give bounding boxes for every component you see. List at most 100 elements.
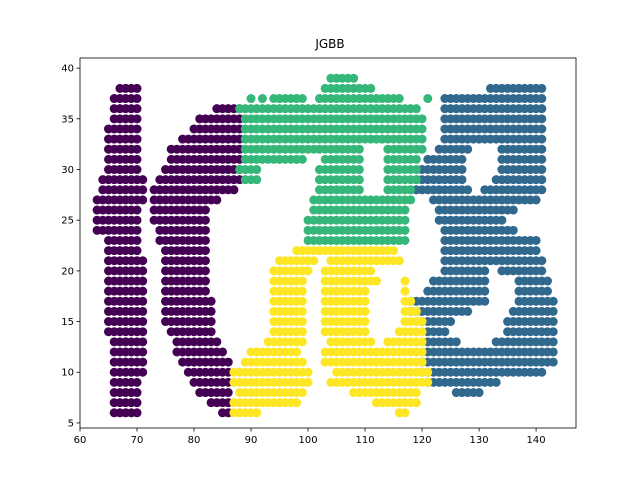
data-point bbox=[531, 195, 541, 205]
data-point bbox=[406, 195, 416, 205]
data-point bbox=[508, 205, 518, 215]
plot-area-frame bbox=[79, 57, 577, 429]
data-point bbox=[417, 317, 427, 327]
data-point bbox=[446, 317, 456, 327]
data-point bbox=[411, 165, 421, 175]
data-point bbox=[406, 296, 416, 306]
data-point bbox=[480, 276, 490, 286]
data-point bbox=[417, 114, 427, 124]
y-tick-label: 30 bbox=[61, 165, 74, 176]
data-point bbox=[537, 104, 547, 114]
data-point bbox=[451, 337, 461, 347]
data-point bbox=[417, 124, 427, 134]
data-point bbox=[200, 205, 210, 215]
data-point bbox=[354, 154, 364, 164]
data-point bbox=[360, 317, 370, 327]
x-tick-label: 80 bbox=[188, 435, 201, 446]
series-3 bbox=[229, 246, 433, 418]
data-point bbox=[132, 215, 142, 225]
data-point bbox=[206, 296, 216, 306]
data-point bbox=[400, 235, 410, 245]
data-point bbox=[537, 83, 547, 93]
data-point bbox=[548, 296, 558, 306]
data-point bbox=[252, 408, 262, 418]
data-point bbox=[417, 327, 427, 337]
data-point bbox=[132, 377, 142, 387]
x-tick-label: 90 bbox=[245, 435, 258, 446]
data-point bbox=[548, 357, 558, 367]
y-tick-label: 25 bbox=[61, 216, 74, 227]
data-point bbox=[297, 337, 307, 347]
data-point bbox=[138, 317, 148, 327]
data-point bbox=[480, 296, 490, 306]
data-point bbox=[138, 327, 148, 337]
data-point bbox=[417, 357, 427, 367]
data-point bbox=[200, 286, 210, 296]
data-point bbox=[132, 165, 142, 175]
data-point bbox=[218, 347, 228, 357]
data-point bbox=[463, 144, 473, 154]
data-point bbox=[297, 154, 307, 164]
data-point bbox=[400, 408, 410, 418]
data-point bbox=[366, 83, 376, 93]
data-point bbox=[423, 367, 433, 377]
y-tick-label: 15 bbox=[61, 317, 74, 328]
data-point bbox=[423, 94, 433, 104]
data-point bbox=[297, 94, 307, 104]
data-point bbox=[138, 306, 148, 316]
data-point bbox=[360, 296, 370, 306]
data-point bbox=[394, 94, 404, 104]
data-point bbox=[138, 296, 148, 306]
data-point bbox=[246, 94, 256, 104]
data-point bbox=[548, 337, 558, 347]
data-point bbox=[212, 337, 222, 347]
data-point bbox=[138, 286, 148, 296]
data-point bbox=[497, 215, 507, 225]
data-point bbox=[542, 276, 552, 286]
data-point bbox=[474, 388, 484, 398]
data-point bbox=[200, 276, 210, 286]
data-point bbox=[132, 205, 142, 215]
data-point bbox=[389, 246, 399, 256]
data-point bbox=[349, 73, 359, 83]
y-tick-label: 10 bbox=[61, 368, 74, 379]
data-point bbox=[200, 215, 210, 225]
data-point bbox=[491, 377, 501, 387]
data-point bbox=[200, 225, 210, 235]
series-1 bbox=[406, 83, 558, 398]
data-point bbox=[138, 367, 148, 377]
y-axis: 5 10 15 20 25 30 35 40 bbox=[61, 64, 80, 429]
data-point bbox=[548, 317, 558, 327]
data-point bbox=[417, 134, 427, 144]
data-point bbox=[132, 83, 142, 93]
x-tick-label: 110 bbox=[356, 435, 375, 446]
data-point bbox=[537, 114, 547, 124]
chart-title: JGBB bbox=[314, 37, 344, 51]
data-point bbox=[297, 327, 307, 337]
data-point bbox=[252, 165, 262, 175]
data-point bbox=[132, 388, 142, 398]
data-point bbox=[206, 306, 216, 316]
data-point bbox=[394, 256, 404, 266]
data-point bbox=[138, 337, 148, 347]
data-point bbox=[537, 175, 547, 185]
data-point bbox=[417, 337, 427, 347]
data-point bbox=[200, 256, 210, 266]
data-point bbox=[542, 286, 552, 296]
data-point bbox=[138, 357, 148, 367]
data-point bbox=[400, 286, 410, 296]
data-point bbox=[457, 165, 467, 175]
data-point bbox=[371, 276, 381, 286]
data-point bbox=[400, 225, 410, 235]
data-point bbox=[548, 347, 558, 357]
x-tick-label: 140 bbox=[527, 435, 546, 446]
y-tick-label: 35 bbox=[61, 114, 74, 125]
data-point bbox=[138, 276, 148, 286]
data-point bbox=[463, 185, 473, 195]
data-point bbox=[309, 256, 319, 266]
y-tick-label: 5 bbox=[68, 418, 74, 429]
x-tick-label: 120 bbox=[413, 435, 432, 446]
data-point bbox=[297, 306, 307, 316]
data-point bbox=[200, 246, 210, 256]
data-point bbox=[132, 94, 142, 104]
